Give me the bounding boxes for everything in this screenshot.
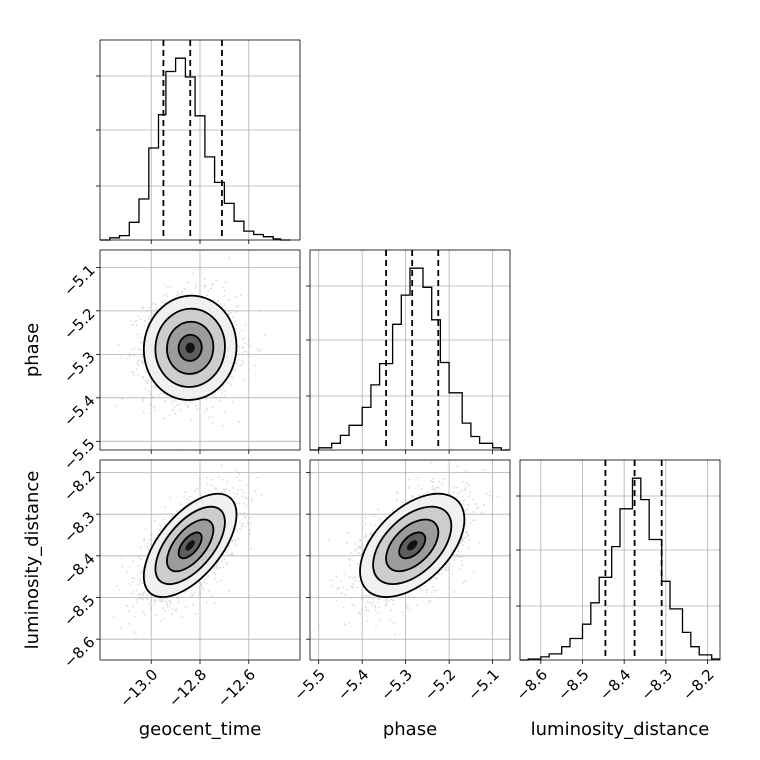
tick-label-x-phase: −5.4 (334, 666, 372, 704)
density-panel-geocent_time-phase (96, 249, 301, 454)
plot-panels (96, 39, 721, 664)
y-axis-label-luminosity-distance: luminosity_distance (22, 471, 43, 650)
tick-label-y-luminosity_distance: −8.6 (60, 633, 98, 671)
tick-label-y-phase: −5.4 (60, 392, 98, 430)
density-fill (185, 342, 195, 354)
tick-label-y-phase: −5.3 (60, 348, 98, 386)
histogram-panel-phase (306, 249, 511, 454)
panel-frame (519, 459, 721, 661)
y-axis-label-phase: phase (22, 323, 43, 377)
density-panel-geocent_time-luminosity_distance (96, 459, 301, 664)
panel-frame (99, 459, 301, 661)
contour-line (154, 307, 226, 388)
density-content (112, 460, 263, 635)
contour-line (154, 505, 226, 586)
tick-label-x-luminosity_distance: −8.5 (554, 666, 592, 704)
contour-line (166, 320, 215, 375)
panel-frame (309, 249, 511, 451)
contour-line (398, 531, 427, 560)
contour-line (142, 492, 238, 598)
contour-line (166, 518, 215, 573)
contour-line (142, 294, 238, 401)
tick-label-y-luminosity_distance: −8.4 (60, 550, 98, 588)
contour-line (177, 531, 203, 560)
tick-label-y-luminosity_distance: −8.5 (60, 591, 98, 629)
tick-label-x-luminosity_distance: −8.3 (638, 666, 676, 704)
density-panel-phase-luminosity_distance (306, 459, 511, 664)
x-axis-label-geocent-time: geocent_time (139, 719, 262, 740)
panel-frame (99, 249, 301, 451)
tick-label-y-luminosity_distance: −8.2 (60, 466, 98, 504)
tick-label-x-luminosity_distance: −8.6 (513, 666, 551, 704)
contour-line (359, 492, 466, 598)
panel-frame (99, 39, 301, 241)
x-axis-label-phase: phase (383, 719, 437, 740)
tick-label-x-phase: −5.5 (290, 666, 328, 704)
panel-frame (309, 459, 511, 661)
histogram-step-line (100, 57, 291, 241)
density-fill (406, 540, 418, 551)
histogram-step-line (520, 477, 720, 661)
tick-label-x-phase: −5.1 (464, 666, 502, 704)
tick-label-y-phase: −5.5 (60, 435, 98, 473)
x-axis-label-luminosity-distance: luminosity_distance (531, 719, 710, 740)
tick-label-x-luminosity_distance: −8.4 (596, 666, 634, 704)
contour-line (385, 518, 440, 573)
histogram-panel-luminosity_distance (516, 459, 721, 664)
histogram-panel-geocent_time (96, 39, 301, 244)
panel-background (520, 460, 720, 660)
tick-label-y-luminosity_distance: −8.3 (60, 508, 98, 546)
contour-line (372, 505, 453, 586)
tick-label-x-phase: −5.3 (377, 666, 415, 704)
contour-line (177, 333, 203, 362)
histogram-step-line (310, 267, 510, 451)
tick-label-x-luminosity_distance: −8.2 (679, 666, 717, 704)
tick-label-y-phase: −5.1 (60, 261, 98, 299)
density-content (115, 257, 267, 450)
tick-label-x-phase: −5.2 (421, 666, 459, 704)
density-content (318, 462, 499, 636)
tick-label-x-geocent_time: −12.6 (214, 666, 259, 711)
density-fill (185, 540, 195, 551)
tick-label-x-geocent_time: −13.0 (116, 666, 161, 711)
tick-label-x-geocent_time: −12.8 (165, 666, 210, 711)
tick-label-y-phase: −5.2 (60, 305, 98, 343)
